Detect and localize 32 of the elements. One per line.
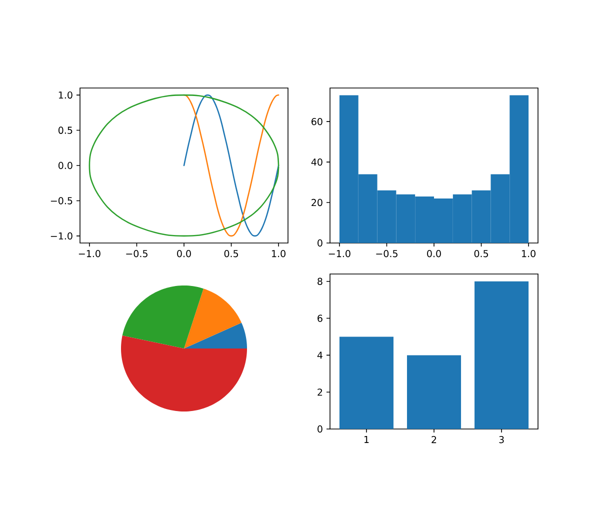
- y-tick-label: −0.5: [50, 197, 72, 204]
- x-tick-label: 1: [364, 436, 369, 443]
- line-series: [88, 94, 280, 237]
- y-tick-label: 0: [318, 239, 322, 247]
- y-tick-label: 0.5: [58, 126, 72, 134]
- bar: [406, 355, 462, 429]
- x-tick-label: 0.5: [224, 250, 238, 258]
- bar: [474, 281, 529, 429]
- x-tick-label: 2: [432, 436, 436, 444]
- y-tick-label: 2: [318, 388, 322, 396]
- y-tick-label: 4: [317, 352, 322, 359]
- x-tick-label: 3: [499, 436, 504, 444]
- x-tick-label: −1.0: [78, 250, 100, 258]
- y-tick-label: 8: [318, 278, 322, 285]
- y-tick-label: 40: [311, 158, 322, 166]
- y-tick-label: 20: [312, 198, 322, 206]
- y-tick-label: 60: [312, 118, 322, 126]
- bar: [339, 336, 394, 429]
- line-series: [183, 94, 280, 237]
- x-tick-label: 0.5: [474, 250, 488, 258]
- x-tick-label: −1.0: [328, 250, 350, 258]
- y-tick-label: −1.0: [50, 232, 72, 240]
- x-tick-label: 0.0: [427, 250, 441, 258]
- x-tick-label: 0.0: [177, 250, 191, 258]
- y-tick-label: 0: [318, 425, 322, 433]
- y-tick-label: 1.0: [58, 91, 72, 99]
- x-tick-label: 1.0: [522, 250, 536, 258]
- x-tick-label: −0.5: [126, 250, 148, 258]
- x-tick-label: 1.0: [272, 250, 286, 258]
- x-tick-label: −0.5: [376, 250, 398, 258]
- y-tick-label: 6: [318, 314, 322, 322]
- y-tick-label: 0.0: [58, 162, 72, 170]
